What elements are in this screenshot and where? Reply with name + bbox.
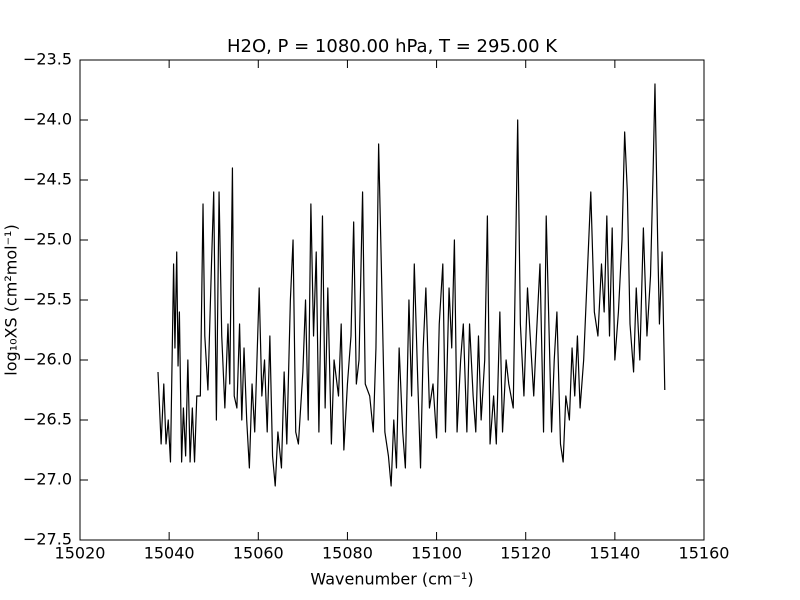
x-tick-label: 15140: [589, 544, 640, 563]
x-tick-label: 15060: [233, 544, 284, 563]
x-tick-label: 15040: [144, 544, 195, 563]
y-tick-label: −24.5: [23, 170, 72, 189]
y-axis-label: log₁₀XS (cm²mol⁻¹): [2, 224, 21, 375]
y-tick-label: −24.0: [23, 110, 72, 129]
y-tick-label: −27.5: [23, 530, 72, 549]
y-tick-label: −26.5: [23, 410, 72, 429]
x-tick-label: 15080: [322, 544, 373, 563]
x-tick-label: 15020: [55, 544, 106, 563]
spectrum-line: [157, 83, 666, 487]
y-tick-label: −27.0: [23, 470, 72, 489]
x-tick-label: 15100: [411, 544, 462, 563]
x-tick-label: 15120: [500, 544, 551, 563]
y-tick-label: −25.0: [23, 230, 72, 249]
y-tick-label: −26.0: [23, 350, 72, 369]
chart-title: H2O, P = 1080.00 hPa, T = 295.00 K: [227, 36, 558, 57]
x-tick-label: 15160: [679, 544, 730, 563]
y-tick-label: −25.5: [23, 290, 72, 309]
y-tick-label: −23.5: [23, 50, 72, 69]
x-axis-label: Wavenumber (cm⁻¹): [310, 570, 473, 589]
